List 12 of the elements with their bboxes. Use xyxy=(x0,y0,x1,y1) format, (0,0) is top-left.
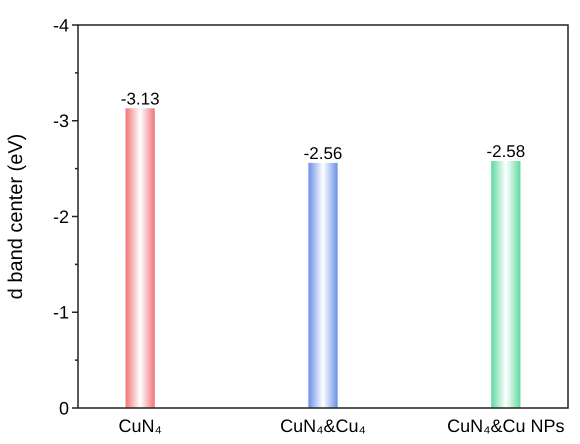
data-label: -3.13 xyxy=(120,89,160,108)
y-tick-label: 0 xyxy=(58,398,69,418)
x-tick-label: CuN₄&Cu NPs xyxy=(447,416,565,436)
x-tick-label: CuN₄ xyxy=(118,416,162,436)
y-axis-title: d band center (eV) xyxy=(5,134,27,300)
y-tick-label: -3 xyxy=(52,111,69,132)
y-tick-label: -4 xyxy=(52,15,69,36)
data-label: -2.58 xyxy=(486,142,526,161)
data-label: -2.56 xyxy=(304,144,342,163)
x-tick-label: CuN₄&Cu₄ xyxy=(280,416,366,436)
y-tick-label: -2 xyxy=(52,206,69,227)
y-tick-label: -1 xyxy=(52,302,69,323)
